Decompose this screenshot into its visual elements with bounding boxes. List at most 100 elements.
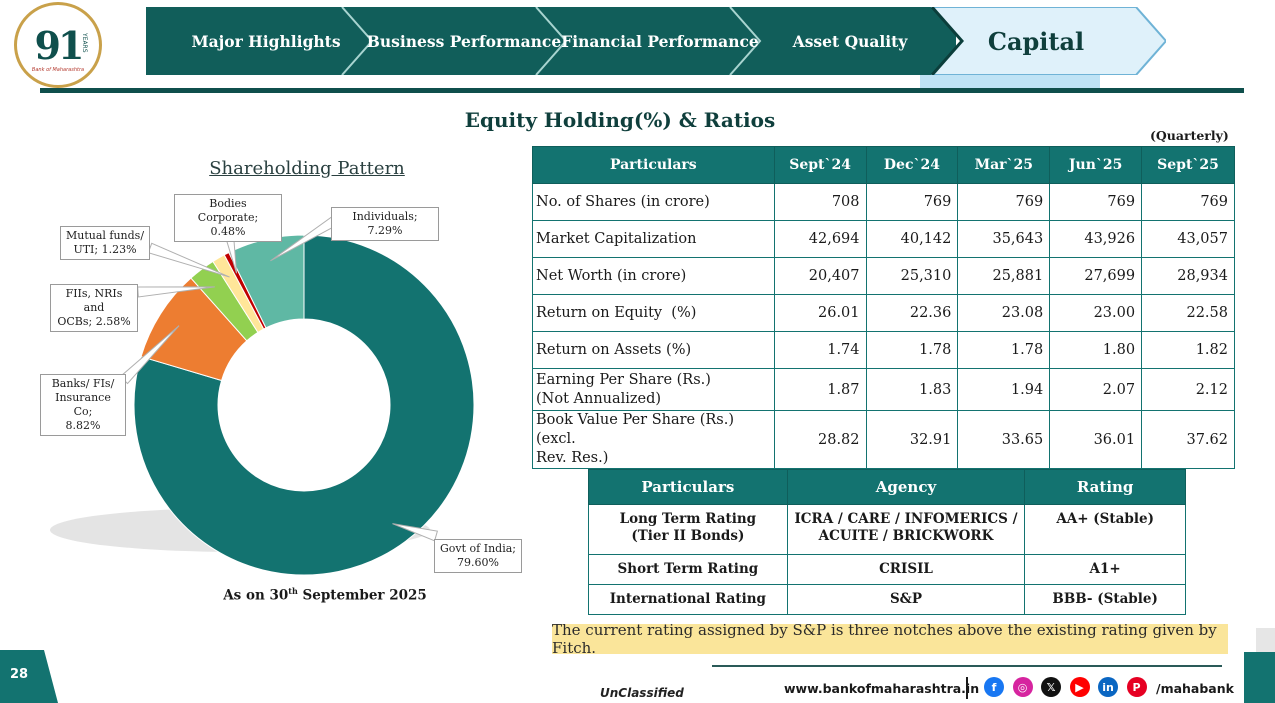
cell-value: 32.91 <box>865 410 959 469</box>
cell-value: 25,310 <box>865 257 959 295</box>
table-row: No. of Shares (in crore) 708 769 769 769… <box>532 183 1235 221</box>
tab-financial-performance[interactable]: Financial Performance <box>561 31 759 51</box>
table-row: Earning Per Share (Rs.) (Not Annualized)… <box>532 368 1235 411</box>
table-row: Return on Assets (%) 1.74 1.78 1.78 1.80… <box>532 331 1235 369</box>
row-label-line: (Not Annualized) <box>536 390 662 407</box>
cell-value: 36.01 <box>1049 410 1143 469</box>
leader-line <box>137 286 215 298</box>
website-link[interactable]: www.bankofmaharashtra.in <box>784 681 980 696</box>
cell-value: 28,934 <box>1141 257 1235 295</box>
column-header: Sept`25 <box>1141 146 1235 184</box>
cell-value: 769 <box>1141 183 1235 221</box>
cell-value: 1.82 <box>1141 331 1235 369</box>
rating-agency: ICRA / CARE / INFOMERICS / ACUITE / BRIC… <box>786 504 1026 555</box>
cell-value: 43,926 <box>1049 220 1143 258</box>
row-label: Market Capitalization <box>532 220 775 258</box>
cell-value: 27,699 <box>1049 257 1143 295</box>
shareholding-donut-chart <box>50 215 475 576</box>
column-header: Particulars <box>588 469 788 505</box>
callout-text: OCBs; 2.58% <box>57 315 131 328</box>
cell-value: 1.78 <box>957 331 1051 369</box>
callout-bodies-corporate: Bodies Corporate; 0.48% <box>174 194 282 242</box>
cell-value: 769 <box>1049 183 1143 221</box>
active-tab-underlay <box>920 75 1100 91</box>
cell-value: 769 <box>957 183 1051 221</box>
callout-text: Banks/ FIs/ <box>51 377 115 390</box>
ratios-header-row: Particulars Sept`24 Dec`24 Mar`25 Jun`25… <box>532 146 1235 184</box>
table-row: Short Term Rating CRISIL A1+ <box>588 554 1186 585</box>
rating-particular-line: Long Term Rating <box>619 511 757 527</box>
cell-value: 1.94 <box>957 368 1051 411</box>
callout-text: UTI; 1.23% <box>73 243 137 256</box>
table-row: Market Capitalization 42,694 40,142 35,6… <box>532 220 1235 258</box>
column-header: Agency <box>786 469 1026 505</box>
nav-chevrons <box>146 7 1166 75</box>
instagram-icon[interactable]: ◎ <box>1012 677 1033 697</box>
cell-value: 1.74 <box>773 331 867 369</box>
rating-particular-line: (Tier II Bonds) <box>631 528 745 544</box>
callout-mutual-funds: Mutual funds/ UTI; 1.23% <box>60 226 150 260</box>
tab-capital[interactable]: Capital <box>987 26 1085 56</box>
rating-particular: Short Term Rating <box>588 554 788 585</box>
bank-logo: 91 YEARS Bank of Maharashtra <box>14 2 102 88</box>
youtube-icon[interactable]: ▶ <box>1069 677 1090 697</box>
rating-agency-line: ICRA / CARE / INFOMERICS / <box>794 511 1018 527</box>
x-icon[interactable]: 𝕏 <box>1041 677 1061 697</box>
table-row: Return on Equity (%) 26.01 22.36 23.08 2… <box>532 294 1235 332</box>
table-row: Long Term Rating (Tier II Bonds) ICRA / … <box>588 504 1186 555</box>
logo-number: 91 <box>34 22 85 68</box>
rating-agency: CRISIL <box>786 554 1026 585</box>
leader-line <box>147 242 230 278</box>
cell-value: 708 <box>773 183 867 221</box>
ratios-table: Particulars Sept`24 Dec`24 Mar`25 Jun`25… <box>532 146 1235 469</box>
social-handle[interactable]: /mahabank <box>1156 681 1234 696</box>
cell-value: 33.65 <box>957 410 1051 469</box>
row-label: No. of Shares (in crore) <box>532 183 775 221</box>
table-row: Book Value Per Share (Rs.) (excl. Rev. R… <box>532 410 1235 469</box>
facebook-icon[interactable]: f <box>984 677 1004 697</box>
column-header: Rating <box>1024 469 1186 505</box>
cell-value: 20,407 <box>773 257 867 295</box>
callout-govt-of-india: Govt of India; 79.60% <box>434 539 522 573</box>
pinterest-icon[interactable]: P <box>1126 677 1147 697</box>
tab-asset-quality[interactable]: Asset Quality <box>792 31 908 51</box>
cell-value: 1.78 <box>865 331 959 369</box>
rating-particular: International Rating <box>588 584 788 615</box>
tab-major-highlights[interactable]: Major Highlights <box>191 31 341 51</box>
row-label: Book Value Per Share (Rs.) (excl. Rev. R… <box>532 410 775 469</box>
column-header: Mar`25 <box>957 146 1051 184</box>
cell-value: 28.82 <box>773 410 867 469</box>
tab-business-performance[interactable]: Business Performance <box>366 31 562 51</box>
rating-agency: S&P <box>786 584 1026 615</box>
rating-agency-line: ACUITE / BRICKWORK <box>818 528 994 544</box>
footer-divider <box>966 677 968 699</box>
cell-value: 23.08 <box>957 294 1051 332</box>
table-row: International Rating S&P BBB- (Stable) <box>588 584 1186 615</box>
footer-line <box>712 665 1222 667</box>
callout-text: Insurance Co; <box>55 391 111 418</box>
table-row: Net Worth (in crore) 20,407 25,310 25,88… <box>532 257 1235 295</box>
cell-value: 25,881 <box>957 257 1051 295</box>
header-divider <box>40 88 1244 93</box>
cell-value: 2.07 <box>1049 368 1143 411</box>
linkedin-icon[interactable]: in <box>1098 677 1118 697</box>
cell-value: 22.36 <box>865 294 959 332</box>
logo-tagline: Bank of Maharashtra <box>31 67 85 73</box>
callout-text: 8.82% <box>65 419 101 432</box>
corner-accent-light <box>1256 628 1275 652</box>
page-number-badge <box>0 650 58 703</box>
cell-value: 42,694 <box>773 220 867 258</box>
callout-text: 79.60% <box>457 556 499 569</box>
row-label: Return on Equity (%) <box>532 294 775 332</box>
cell-value: 23.00 <box>1049 294 1143 332</box>
cell-value: 43,057 <box>1141 220 1235 258</box>
row-label: Return on Assets (%) <box>532 331 775 369</box>
section-nav: Major Highlights Business Performance Fi… <box>146 7 1166 77</box>
cell-value: 37.62 <box>1141 410 1235 469</box>
rating-value: AA+ (Stable) <box>1024 504 1186 555</box>
row-label-line: Book Value Per Share (Rs.) (excl. <box>536 412 735 447</box>
column-header: Sept`24 <box>773 146 867 184</box>
rating-table: Particulars Agency Rating Long Term Rati… <box>588 469 1186 615</box>
page-number: 28 <box>10 667 29 682</box>
row-label-line: Rev. Res.) <box>536 450 609 466</box>
